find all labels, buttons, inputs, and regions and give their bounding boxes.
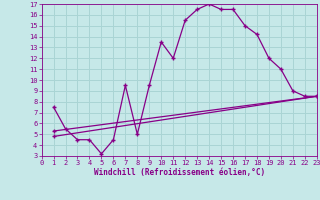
X-axis label: Windchill (Refroidissement éolien,°C): Windchill (Refroidissement éolien,°C): [94, 168, 265, 177]
